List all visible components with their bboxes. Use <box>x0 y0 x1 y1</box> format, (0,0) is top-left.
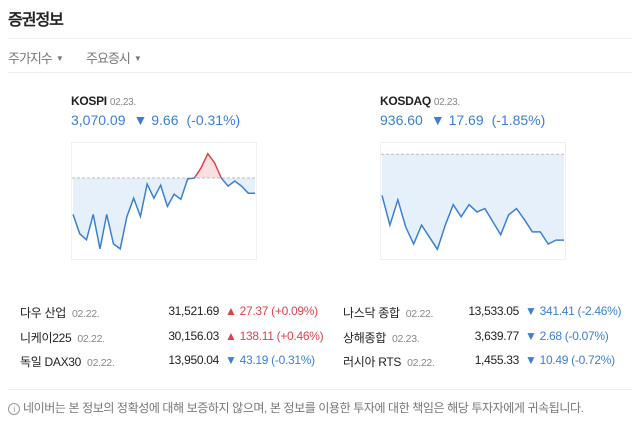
market-value: 30,156.03 <box>168 328 219 343</box>
market-row[interactable]: 러시아 RTS 02.22. <box>343 353 435 370</box>
market-date: 02.22. <box>405 308 434 320</box>
market-value: 13,533.05 <box>468 304 519 318</box>
index-name: KOSPI <box>71 94 107 108</box>
kospi-chart[interactable] <box>71 142 257 260</box>
area-above-baseline <box>73 153 255 179</box>
market-name: 나스닥 종합 <box>343 306 400 320</box>
index-value: 3,070.09 <box>71 112 126 128</box>
area-below-baseline <box>73 178 255 249</box>
index-kospi[interactable]: KOSPI 02.23. 3,070.09 ▼ 9.66 (-0.31%) <box>71 94 248 128</box>
market-value: 31,521.69 <box>168 304 219 318</box>
market-date: 02.22. <box>407 357 435 369</box>
page-title: 증권정보 <box>8 12 64 29</box>
index-name-row: KOSDAQ 02.23. <box>380 94 553 108</box>
market-change: ▲ 27.37 (+0.09%) <box>225 304 318 318</box>
tab-major-markets[interactable]: 주요증시 ▼ <box>86 48 142 67</box>
caret-down-icon: ▼ <box>133 54 142 63</box>
market-name: 상해종합 <box>343 330 386 345</box>
price-line-below <box>381 195 564 252</box>
tab-label: 주요증시 <box>86 51 131 66</box>
divider <box>8 72 632 73</box>
market-change: ▲ 138.11 (+0.46%) <box>225 328 324 343</box>
market-date: 02.23. <box>391 332 420 345</box>
market-date: 02.22. <box>77 332 105 345</box>
market-value: 1,455.33 <box>474 353 520 367</box>
tab-stock-index[interactable]: 주가지수 ▼ <box>8 48 64 67</box>
caret-down-icon: ▼ <box>55 54 64 63</box>
info-icon: i <box>8 403 20 415</box>
index-percent: (-0.31%) <box>186 112 241 128</box>
market-name: 독일 DAX30 <box>20 355 82 369</box>
market-change: ▼ 2.68 (-0.07%) <box>525 328 609 343</box>
index-value: 936.60 <box>380 112 423 128</box>
market-row[interactable]: 나스닥 종합 02.22. <box>343 304 433 321</box>
index-date: 02.23. <box>109 97 136 108</box>
market-change: ▼ 341.41 (-2.46%) <box>525 304 622 318</box>
index-value-row: 936.60 ▼ 17.69 (-1.85%) <box>380 112 553 128</box>
market-change: ▼ 43.19 (-0.31%) <box>225 353 315 367</box>
market-row[interactable]: 다우 산업 02.22. <box>20 304 100 321</box>
price-line-below <box>72 178 256 251</box>
market-row[interactable]: 니케이225 02.22. <box>20 329 105 346</box>
area-below-baseline <box>382 154 564 250</box>
market-date: 02.22. <box>87 357 115 369</box>
market-change: ▼ 10.49 (-0.72%) <box>525 353 615 367</box>
market-value: 13,950.04 <box>168 353 219 367</box>
index-name: KOSDAQ <box>380 94 431 108</box>
index-percent: (-1.85%) <box>491 112 546 128</box>
market-row[interactable]: 상해종합 02.23. <box>343 329 420 346</box>
market-row[interactable]: 독일 DAX30 02.22. <box>20 353 115 370</box>
divider <box>8 389 632 390</box>
index-value-row: 3,070.09 ▼ 9.66 (-0.31%) <box>71 112 248 128</box>
index-change: ▼ 9.66 <box>133 112 179 128</box>
disclaimer-text: 네이버는 본 정보의 정확성에 대해 보증하지 않으며, 본 정보를 이용한 투… <box>23 401 584 415</box>
market-name: 다우 산업 <box>20 306 66 320</box>
index-name-row: KOSPI 02.23. <box>71 94 248 108</box>
market-date: 02.22. <box>72 308 100 320</box>
market-name: 니케이225 <box>20 330 72 345</box>
disclaimer: i 네이버는 본 정보의 정확성에 대해 보증하지 않으며, 본 정보를 이용한 … <box>8 400 628 417</box>
market-value: 3,639.77 <box>474 328 520 343</box>
market-name: 러시아 RTS <box>343 355 402 369</box>
index-date: 02.23. <box>433 97 460 108</box>
kosdaq-chart[interactable] <box>380 142 566 260</box>
divider <box>8 38 632 39</box>
index-change: ▼ 17.69 <box>430 112 484 128</box>
tab-label: 주가지수 <box>8 51 53 66</box>
index-kosdaq[interactable]: KOSDAQ 02.23. 936.60 ▼ 17.69 (-1.85%) <box>380 94 553 128</box>
